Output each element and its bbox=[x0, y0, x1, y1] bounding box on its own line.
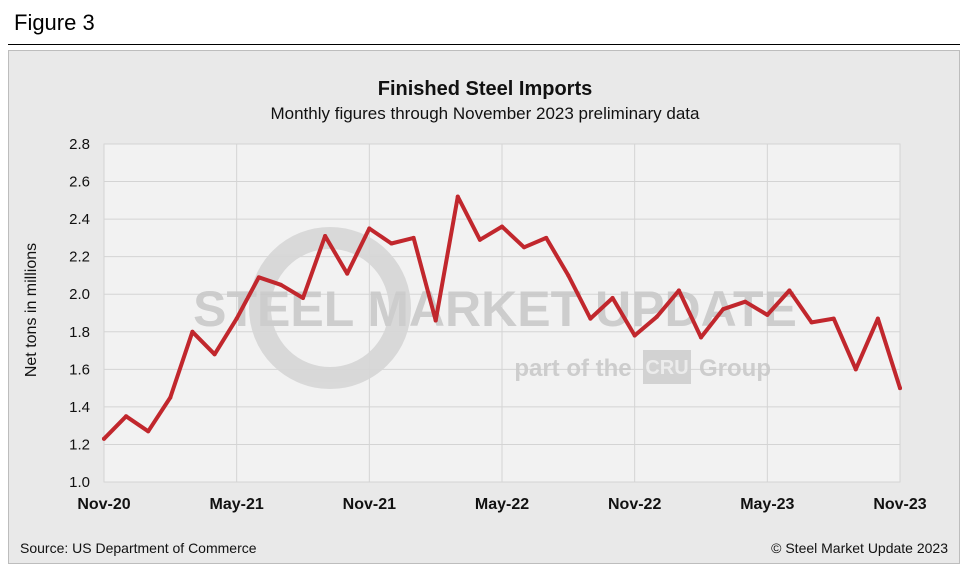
x-axis-ticks: Nov-20 May-21 Nov-21 May-22 Nov-22 May-23 Nov-… bbox=[77, 496, 926, 513]
data-point bbox=[853, 367, 858, 372]
x-tick-label: Nov-20 bbox=[77, 496, 130, 513]
data-point bbox=[588, 316, 593, 321]
data-point bbox=[256, 275, 261, 280]
data-point bbox=[212, 352, 217, 357]
data-point bbox=[411, 235, 416, 240]
data-point bbox=[367, 226, 372, 231]
data-point bbox=[610, 295, 615, 300]
y-tick-label: 2.4 bbox=[69, 211, 90, 228]
data-point bbox=[323, 234, 328, 239]
y-axis-label: Net tons in millions bbox=[23, 243, 40, 377]
data-point bbox=[699, 335, 703, 340]
data-point bbox=[500, 224, 504, 229]
watermark-tagline-suffix: Group bbox=[699, 355, 771, 382]
data-point bbox=[102, 436, 106, 441]
data-point bbox=[234, 316, 239, 321]
copyright-note: © Steel Market Update 2023 bbox=[771, 540, 948, 556]
y-tick-label: 2.0 bbox=[69, 286, 90, 303]
watermark-logo-text: CRU bbox=[645, 357, 688, 379]
data-point bbox=[743, 299, 748, 304]
y-tick-label: 2.2 bbox=[69, 249, 90, 266]
data-point bbox=[654, 314, 659, 319]
y-tick-label: 1.4 bbox=[69, 399, 90, 416]
chart-title: Finished Steel Imports bbox=[378, 78, 592, 100]
figure-divider bbox=[8, 44, 960, 45]
x-tick-label: May-22 bbox=[475, 496, 529, 513]
data-point bbox=[831, 316, 836, 321]
data-point bbox=[477, 237, 482, 242]
data-point bbox=[898, 386, 902, 391]
data-point bbox=[433, 318, 438, 323]
source-note: Source: US Department of Commerce bbox=[20, 540, 257, 556]
data-point bbox=[301, 295, 305, 300]
x-tick-label: Nov-21 bbox=[343, 496, 396, 513]
data-point bbox=[278, 282, 283, 287]
x-tick-label: Nov-22 bbox=[608, 496, 661, 513]
data-point bbox=[345, 271, 350, 276]
y-axis-ticks: 1.0 1.2 1.4 1.6 1.8 2.0 2.2 2.4 2.6 2.8 bbox=[69, 136, 90, 491]
cru-logo-icon bbox=[643, 350, 691, 384]
watermark-swoosh-icon bbox=[249, 227, 411, 389]
data-point bbox=[787, 288, 792, 293]
x-tick-label: Nov-23 bbox=[873, 496, 926, 513]
data-point bbox=[190, 329, 195, 334]
data-point bbox=[389, 241, 394, 246]
data-point bbox=[765, 312, 770, 317]
data-point bbox=[676, 288, 681, 293]
x-tick-label: May-23 bbox=[740, 496, 794, 513]
data-point bbox=[632, 333, 637, 338]
chart-subtitle: Monthly figures through November 2023 pr… bbox=[270, 104, 700, 123]
y-tick-label: 1.2 bbox=[69, 436, 90, 453]
y-tick-label: 1.8 bbox=[69, 324, 90, 341]
y-tick-label: 1.6 bbox=[69, 361, 90, 378]
y-tick-label: 2.8 bbox=[69, 136, 90, 153]
data-point bbox=[168, 395, 173, 400]
y-tick-label: 2.6 bbox=[69, 174, 90, 191]
data-point bbox=[124, 414, 129, 419]
data-point bbox=[721, 307, 726, 312]
data-point bbox=[544, 235, 549, 240]
series-points bbox=[102, 194, 902, 441]
data-point bbox=[875, 316, 880, 321]
data-point bbox=[809, 320, 814, 325]
grid-lines bbox=[103, 143, 901, 483]
figure-label: Figure 3 bbox=[14, 10, 95, 35]
data-point bbox=[455, 194, 460, 199]
data-point bbox=[522, 245, 527, 250]
plot-frame bbox=[103, 143, 901, 483]
data-point bbox=[566, 273, 571, 278]
x-tick-label: May-21 bbox=[210, 496, 264, 513]
y-tick-label: 1.0 bbox=[69, 474, 90, 491]
data-point bbox=[146, 429, 151, 434]
watermark-tagline-prefix: part of the bbox=[514, 355, 631, 382]
